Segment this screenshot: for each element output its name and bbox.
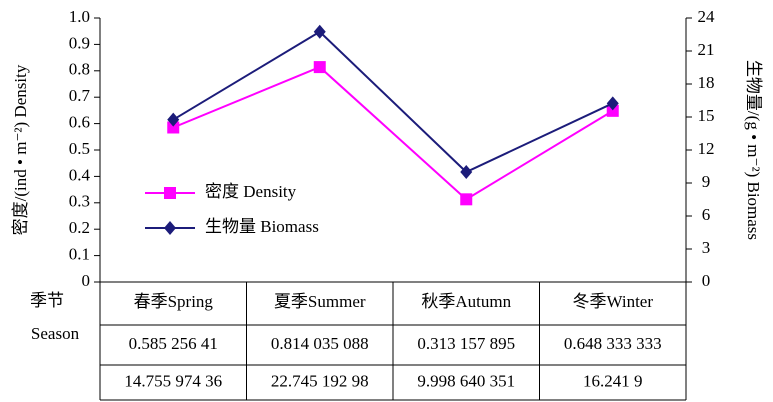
y2-tick-label: 12 — [698, 139, 715, 158]
series-line — [172, 65, 614, 201]
table-header: 季节 — [30, 291, 64, 310]
y2-tick-label: 6 — [702, 205, 711, 224]
data-point — [313, 24, 326, 39]
legend-marker — [164, 187, 176, 199]
table-cell: 春季Spring — [134, 292, 214, 311]
y-axis-label: 密度/(ind • m⁻²) Density — [11, 64, 30, 235]
data-point — [167, 112, 180, 127]
y-tick-label: 0.9 — [69, 33, 90, 52]
table-cell: 9.998 640 351 — [417, 371, 515, 390]
legend-label: 生物量 Biomass — [205, 217, 319, 236]
legend-label: 密度 Density — [205, 182, 297, 201]
table-cell: 16.241 9 — [583, 371, 643, 390]
y2-tick-label: 24 — [698, 7, 716, 26]
table-cell: 0.814 035 088 — [271, 334, 369, 353]
y-tick-label: 0.4 — [69, 165, 91, 184]
y-tick-label: 0.7 — [69, 86, 91, 105]
table-cell: 夏季Summer — [274, 292, 366, 311]
y-tick-label: 0.2 — [69, 218, 90, 237]
table-cell: 0.648 333 333 — [564, 334, 662, 353]
y2-tick-label: 0 — [702, 271, 711, 290]
y-tick-label: 0.6 — [69, 113, 90, 132]
y2-tick-label: 9 — [702, 172, 711, 191]
table-cell: 秋季Autumn — [421, 292, 511, 311]
y2-tick-label: 3 — [702, 238, 711, 257]
y-tick-label: 0.8 — [69, 60, 90, 79]
data-point — [313, 61, 326, 74]
table-header: Season — [31, 324, 80, 343]
legend-marker — [164, 221, 176, 235]
table-cell: 冬季Winter — [572, 292, 653, 311]
table-cell: 0.313 157 895 — [417, 334, 515, 353]
y2-axis-label: 生物量/(g • m⁻²) Biomass — [744, 60, 763, 240]
y2-tick-label: 18 — [698, 73, 715, 92]
table-cell: 0.585 256 41 — [129, 334, 218, 353]
table-cell: 22.745 192 98 — [271, 371, 369, 390]
y-tick-label: 0.1 — [69, 245, 90, 264]
data-point — [460, 193, 473, 206]
y2-tick-label: 15 — [698, 106, 715, 125]
y2-tick-label: 21 — [698, 40, 715, 59]
y-tick-label: 1.0 — [69, 7, 90, 26]
y-tick-label: 0.5 — [69, 139, 90, 158]
data-point — [606, 96, 619, 111]
table-cell: 14.755 974 36 — [124, 371, 222, 390]
data-point — [606, 104, 619, 117]
series-line — [172, 30, 614, 174]
y-tick-label: 0 — [82, 271, 91, 290]
y-tick-label: 0.3 — [69, 192, 90, 211]
data-point — [460, 165, 473, 180]
data-point — [167, 121, 180, 134]
